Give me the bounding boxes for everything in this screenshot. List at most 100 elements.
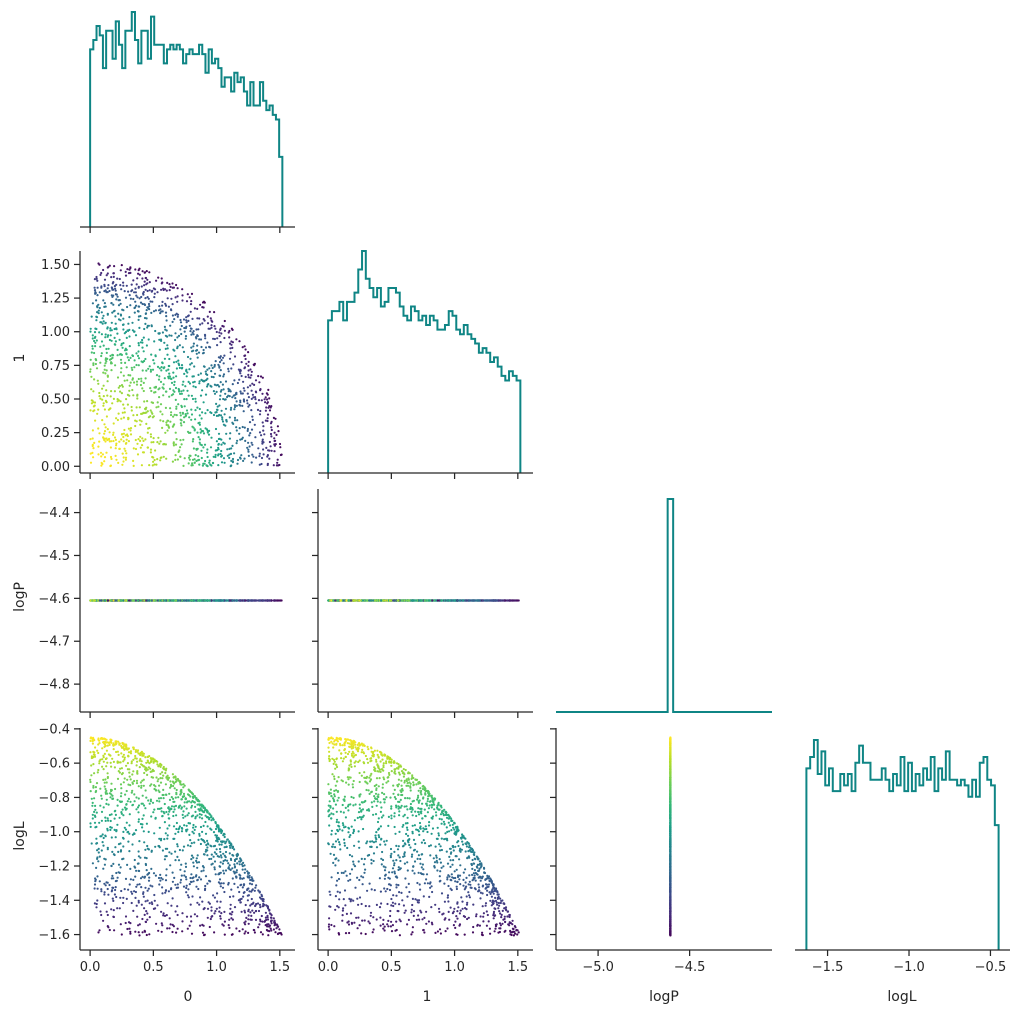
scatter-point [219,917,222,920]
scatter-point [168,334,171,337]
scatter-point [191,425,194,428]
scatter-point [101,322,104,325]
scatter-point [124,330,128,334]
scatter-point [193,461,196,464]
scatter-point [119,400,122,403]
scatter-point [101,398,104,401]
scatter-point [138,419,141,422]
scatter-point [278,442,282,446]
scatter-point [160,310,163,313]
scatter-point [127,290,130,293]
scatter-point [224,398,227,401]
scatter-point [157,778,160,781]
y-tick-label: 1.00 [41,325,70,340]
scatter-point [176,295,179,298]
scatter-point [141,387,144,390]
scatter-point [93,404,96,407]
scatter-point [162,774,165,777]
scatter-point [159,419,162,422]
scatter-point [96,286,99,289]
scatter-point [108,792,112,795]
scatter-point [114,447,117,450]
scatter-point [189,363,192,366]
scatter-point [145,599,148,602]
scatter-point [210,364,213,367]
scatter-point [202,869,205,872]
scatter-point [161,361,164,364]
scatter-point [170,411,173,414]
scatter-point [481,599,484,602]
scatter-point [273,450,276,453]
scatter-point [134,438,137,442]
scatter-point [227,394,230,397]
scatter-point [206,377,209,380]
scatter-point [113,327,116,331]
scatter-point [261,440,264,443]
scatter-point [133,330,136,333]
scatter-point [228,895,232,899]
scatter-point [182,318,186,321]
scatter-point [116,295,119,298]
scatter-point [89,599,92,602]
scatter-point [253,423,256,426]
scatter-point [222,397,225,401]
scatter-point [235,338,238,341]
scatter-point [179,422,182,425]
scatter-point [105,347,108,351]
scatter-point [159,338,163,341]
scatter-point [157,378,161,381]
scatter-point [117,399,120,402]
scatter-point [148,271,151,274]
scatter-point [242,380,245,383]
scatter-point [265,446,268,449]
scatter-point [92,401,95,404]
scatter-point [246,427,249,431]
scatter-point [111,794,114,797]
scatter-point [171,773,174,776]
scatter-point [103,460,106,463]
scatter-point [147,427,150,430]
scatter-point [243,932,246,935]
scatter-point [127,440,130,443]
scatter-point [108,437,111,440]
scatter-point [236,458,240,462]
scatter-point [155,279,158,282]
scatter-point [237,368,240,371]
scatter-point [141,369,144,372]
scatter-point [375,599,379,602]
scatter-point [260,434,263,437]
scatter-point [222,388,225,391]
scatter-point [280,453,283,456]
scatter-point [182,438,185,441]
scatter-point [221,420,225,423]
scatter-point [153,296,156,299]
scatter-point [171,930,174,934]
scatter-point [134,268,137,271]
scatter-point [200,429,203,433]
scatter-point [137,357,141,360]
scatter-point [137,350,140,353]
scatter-point [160,277,163,280]
scatter-point [408,599,411,602]
scatter-point [149,448,153,451]
y-tick-label: −4.4 [38,506,70,521]
scatter-point [250,374,253,377]
scatter-point [126,403,129,406]
scatter-point [147,338,150,341]
scatter-point [200,345,203,349]
scatter-point [161,426,164,429]
scatter-point [243,457,246,460]
scatter-point [110,294,113,297]
scatter-point [219,381,222,384]
scatter-point [97,453,100,456]
scatter-point [199,431,202,434]
scatter-point [125,438,128,441]
scatter-point [106,291,109,294]
scatter-point [93,336,96,339]
scatter-point [145,283,148,286]
scatter-point [175,886,178,890]
scatter-point [139,423,142,426]
scatter-point [238,890,241,894]
scatter-point [162,420,165,423]
scatter-point [215,411,218,414]
